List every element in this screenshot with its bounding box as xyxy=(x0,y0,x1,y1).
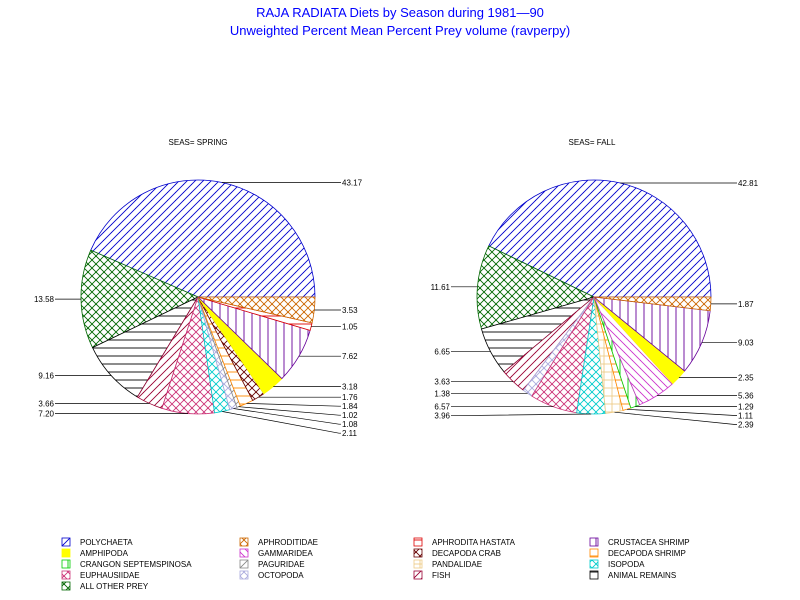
legend-item-isopoda: ISOPODA xyxy=(589,559,645,569)
legend-swatch xyxy=(413,548,423,558)
legend-label: DECAPODA CRAB xyxy=(432,549,501,558)
slice-label-fish: 3.66 xyxy=(38,399,54,408)
legend-item-crustacea-shrimp: CRUSTACEA SHRIMP xyxy=(589,537,690,547)
slice-label-gammaridea: 5.36 xyxy=(738,392,754,401)
legend-swatch xyxy=(61,559,71,569)
pie-seas-fall: SEAS= FALL 42.81 1.87 9.03 2.35 5.36 1.291.112… xyxy=(431,138,759,430)
legend-label: ISOPODA xyxy=(608,560,645,569)
legend-item-all-other-prey: ALL OTHER PREY xyxy=(61,581,149,591)
legend-label: EUPHAUSIIDAE xyxy=(80,571,140,580)
pie-slice-aphroditidae xyxy=(593,296,712,312)
slice-label-amphipoda: 3.18 xyxy=(342,383,358,392)
slice-label-paguridae: 1.02 xyxy=(342,411,358,420)
legend-swatch xyxy=(239,537,249,547)
legend-label: OCTOPODA xyxy=(258,571,304,580)
pie-slice-polychaeta xyxy=(488,179,712,298)
legend-label: ANIMAL REMAINS xyxy=(608,571,676,580)
slice-label-fish: 3.63 xyxy=(434,378,450,387)
legend-label: POLYCHAETA xyxy=(80,538,133,547)
legend-swatch xyxy=(61,570,71,580)
legend-item-decapoda-shrimp: DECAPODA SHRIMP xyxy=(589,548,686,558)
slice-label-isopoda: 3.96 xyxy=(434,412,450,421)
legend-swatch xyxy=(61,581,71,591)
slice-label-animal-remains: 9.16 xyxy=(38,372,54,381)
legend-label: CRUSTACEA SHRIMP xyxy=(608,538,690,547)
slice-label-euphausiidae: 6.57 xyxy=(434,403,450,412)
leader-line xyxy=(626,408,737,416)
slice-label-aphroditidae: 1.87 xyxy=(738,300,754,309)
slice-label-isopoda: 2.11 xyxy=(342,429,358,438)
chart-title: RAJA RADIATA Diets by Season during 1981… xyxy=(256,5,544,20)
legend-label: AMPHIPODA xyxy=(80,549,129,558)
slice-label-octopoda: 1.08 xyxy=(342,420,358,429)
legend-label: APHRODITIDAE xyxy=(258,538,318,547)
pie-title: SEAS= FALL xyxy=(569,138,616,147)
legend-label: APHRODITA HASTATA xyxy=(432,538,516,547)
legend-label: GAMMARIDEA xyxy=(258,549,313,558)
leader-line xyxy=(238,406,341,416)
leader-line xyxy=(246,403,341,407)
legend-item-decapoda-crab: DECAPODA CRAB xyxy=(413,548,501,558)
slice-label-octopoda: 1.38 xyxy=(434,389,450,398)
legend-item-aphrodita-hastata: APHRODITA HASTATA xyxy=(413,537,516,547)
legend-item-octopoda: OCTOPODA xyxy=(239,570,304,580)
slice-label-crustacea-shrimp: 9.03 xyxy=(738,339,754,348)
slice-label-amphipoda: 2.35 xyxy=(738,374,754,383)
legend-swatch xyxy=(589,570,599,580)
slice-label-euphausiidae: 7.20 xyxy=(38,410,54,419)
legend-item-pandalidae: PANDALIDAE xyxy=(413,559,482,569)
legend-swatch xyxy=(589,559,599,569)
legend-swatch xyxy=(413,537,423,547)
legend-item-amphipoda: AMPHIPODA xyxy=(61,548,129,558)
slice-label-aphroditidae: 3.53 xyxy=(342,306,358,315)
legend-item-euphausiidae: EUPHAUSIIDAE xyxy=(61,570,140,580)
legend-swatch xyxy=(61,548,71,558)
leader-line xyxy=(233,408,341,425)
slice-label-all-other-prey: 11.61 xyxy=(431,283,451,292)
legend-item-crangon-septemspinosa: CRANGON SEPTEMSPINOSA xyxy=(61,559,192,569)
slice-label-crangon-septemspinosa: 1.29 xyxy=(738,403,754,412)
legend-swatch xyxy=(589,548,599,558)
legend-swatch xyxy=(239,559,249,569)
legend-item-gammaridea: GAMMARIDEA xyxy=(239,548,313,558)
slice-label-polychaeta: 42.81 xyxy=(738,179,759,188)
pie-slice-aphroditidae xyxy=(197,296,316,324)
legend-label: DECAPODA SHRIMP xyxy=(608,549,686,558)
legend-item-fish: FISH xyxy=(413,570,450,580)
pie-slice-all-other-prey xyxy=(476,245,596,330)
slice-label-decapoda-crab: 1.76 xyxy=(342,393,358,402)
pie-seas-spring: SEAS= SPRING 43.17 3.53 1.05 7.62 3.181.761.8… xyxy=(34,138,363,438)
legend-swatch xyxy=(413,570,423,580)
slice-label-all-other-prey: 13.58 xyxy=(34,295,55,304)
legend-swatch xyxy=(589,537,599,547)
legend-item-paguridae: PAGURIDAE xyxy=(239,559,305,569)
leader-line xyxy=(451,413,592,417)
leader-line xyxy=(222,411,341,434)
legend: POLYCHAETA AMPHIPODA CRANGON SEPTEMSPINOSA… xyxy=(61,537,690,591)
slice-label-animal-remains: 6.65 xyxy=(434,348,450,357)
slice-label-decapoda-shrimp: 1.11 xyxy=(738,412,754,421)
legend-swatch xyxy=(61,537,71,547)
slice-label-crustacea-shrimp: 7.62 xyxy=(342,352,358,361)
slice-label-decapoda-shrimp: 1.84 xyxy=(342,402,358,411)
slice-label-polychaeta: 43.17 xyxy=(342,179,363,188)
legend-label: CRANGON SEPTEMSPINOSA xyxy=(80,560,192,569)
legend-swatch xyxy=(239,570,249,580)
legend-item-polychaeta: POLYCHAETA xyxy=(61,537,133,547)
slice-label-pandalidae: 2.39 xyxy=(738,421,754,430)
legend-swatch xyxy=(239,548,249,558)
legend-item-aphroditidae: APHRODITIDAE xyxy=(239,537,318,547)
legend-label: ALL OTHER PREY xyxy=(80,582,149,591)
legend-label: PANDALIDAE xyxy=(432,560,482,569)
legend-item-animal-remains: ANIMAL REMAINS xyxy=(589,570,676,580)
chart-subtitle: Unweighted Percent Mean Percent Prey vol… xyxy=(229,23,571,38)
legend-label: FISH xyxy=(432,571,450,580)
legend-label: PAGURIDAE xyxy=(258,560,305,569)
legend-swatch xyxy=(413,559,423,569)
pie-title: SEAS= SPRING xyxy=(169,138,228,147)
pie-slice-all-other-prey xyxy=(80,249,199,349)
slice-label-aphrodita-hastata: 1.05 xyxy=(342,323,358,332)
leader-line xyxy=(614,411,737,425)
